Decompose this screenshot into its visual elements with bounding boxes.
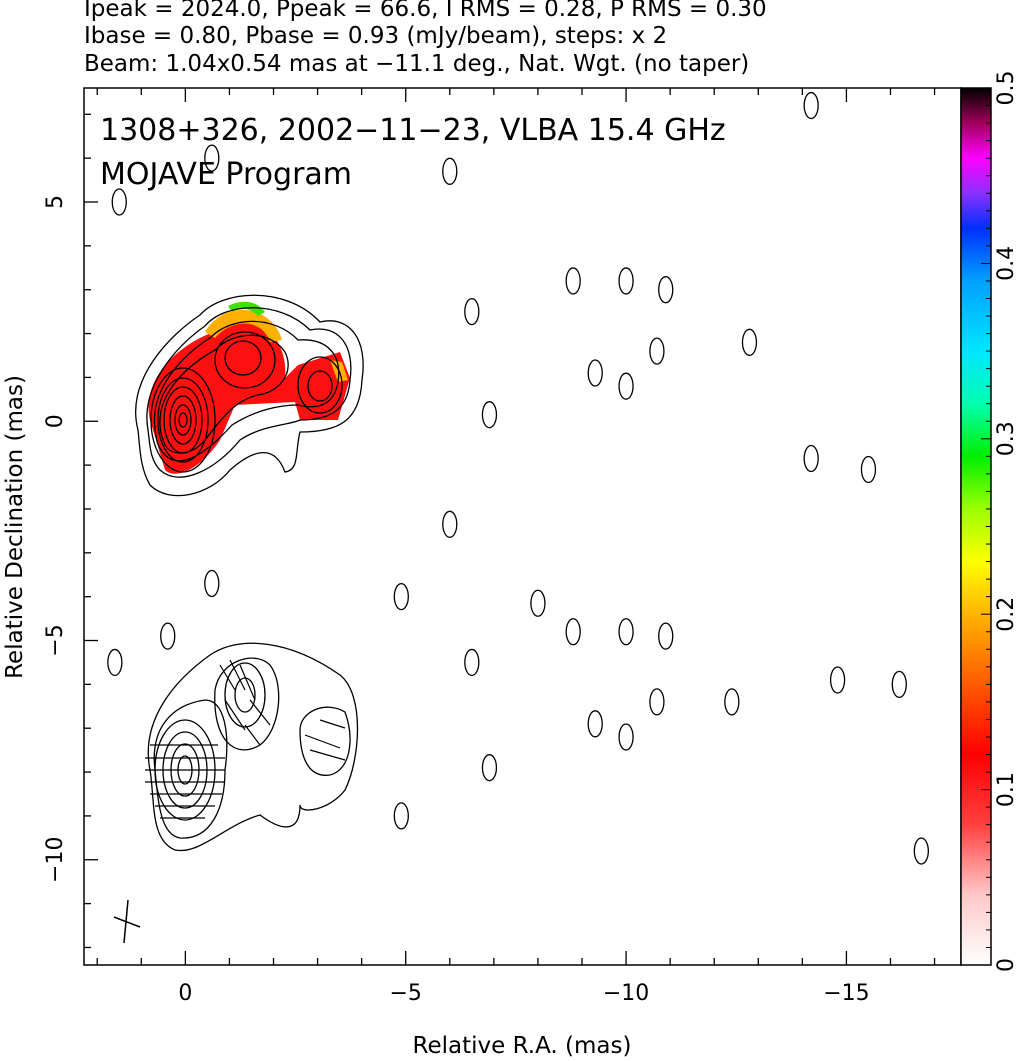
y-tick-label: 0 bbox=[43, 414, 68, 428]
evpa-stick bbox=[319, 719, 346, 729]
contour-core-1 bbox=[150, 367, 216, 473]
evpa-stick bbox=[224, 699, 246, 731]
noise-contour bbox=[530, 589, 546, 617]
noise-contour bbox=[464, 648, 480, 677]
noise-contour bbox=[649, 337, 665, 365]
noise-contour bbox=[618, 372, 634, 400]
y-tick-label: −10 bbox=[43, 837, 68, 883]
evpa-stick bbox=[219, 664, 236, 691]
chart-subtitle: MOJAVE Program bbox=[100, 157, 352, 192]
colorbar-tick-label: 0.3 bbox=[994, 421, 1019, 456]
polarization-colour-region bbox=[148, 317, 350, 474]
noise-contour bbox=[204, 569, 220, 598]
noise-contour bbox=[860, 455, 877, 484]
y-axis-label: Relative Declination (mas) bbox=[2, 375, 28, 679]
pol-contour-right bbox=[299, 706, 351, 776]
polarization-colour-peak bbox=[228, 301, 265, 316]
contour-core-3 bbox=[163, 386, 203, 454]
colorbar-axis: 0 0.1 0.2 0.3 0.4 0.5 bbox=[981, 71, 1019, 972]
x-axis: 0 −5 −10 −15 bbox=[96, 88, 936, 1006]
noise-contour bbox=[393, 583, 409, 611]
noise-contour bbox=[565, 267, 581, 295]
noise-contour bbox=[829, 666, 846, 694]
plot-frame bbox=[83, 87, 962, 966]
x-axis-label: Relative R.A. (mas) bbox=[413, 1033, 632, 1059]
noise-contour bbox=[803, 444, 819, 473]
contour-outer bbox=[135, 294, 364, 497]
noise-contour bbox=[913, 837, 929, 865]
contour-core-6 bbox=[178, 412, 188, 428]
noise-contour bbox=[649, 688, 665, 716]
evpa-stick bbox=[309, 749, 346, 761]
noise-contour bbox=[741, 328, 758, 356]
noise-contour bbox=[442, 510, 458, 538]
noise-contour bbox=[618, 723, 634, 751]
noise-contour bbox=[204, 144, 220, 172]
beam-minor-axis bbox=[113, 916, 141, 928]
header-line-2: Ibase = 0.80, Pbase = 0.93 (mJy/beam), s… bbox=[84, 23, 668, 49]
pol-contour-mid-2 bbox=[224, 662, 266, 728]
beam-marker bbox=[113, 899, 141, 944]
evpa-stick bbox=[304, 734, 341, 749]
contour-core-4 bbox=[169, 395, 197, 445]
polarization-colour-edge bbox=[205, 309, 282, 342]
x-tick-label: −5 bbox=[389, 981, 421, 1006]
pol-contour-mid bbox=[214, 657, 280, 751]
noise-contour bbox=[587, 710, 603, 738]
noise-contour bbox=[481, 401, 498, 429]
evpa-sticks bbox=[145, 659, 346, 819]
contour-jet-2 bbox=[224, 340, 262, 376]
noise-contours bbox=[107, 91, 929, 865]
noise-contour bbox=[393, 802, 409, 830]
header-line-1: Ipeak = 2024.0, Ppeak = 66.6, I RMS = 0.… bbox=[84, 0, 767, 22]
pol-contour-outer bbox=[147, 642, 359, 852]
colorbar-tick-label: 0.5 bbox=[994, 71, 1019, 106]
contour-core-5 bbox=[174, 404, 192, 436]
noise-contour bbox=[658, 276, 674, 304]
x-tick-label: −10 bbox=[603, 981, 649, 1006]
pol-contour-mid-3 bbox=[234, 677, 256, 713]
evpa-stick bbox=[229, 659, 246, 691]
y-tick-label: 5 bbox=[43, 195, 68, 209]
noise-contour bbox=[111, 188, 127, 216]
x-tick-label: −15 bbox=[823, 981, 869, 1006]
noise-contour bbox=[442, 157, 458, 185]
contour-core-2 bbox=[157, 377, 209, 463]
y-tick-label: −5 bbox=[43, 624, 68, 656]
noise-contour bbox=[160, 622, 176, 650]
noise-contour bbox=[481, 754, 498, 782]
noise-contour bbox=[587, 359, 603, 387]
upper-panel bbox=[135, 294, 364, 497]
evpa-stick bbox=[249, 699, 271, 726]
evpa-stick bbox=[239, 664, 256, 701]
colorbar-tick-label: 0.4 bbox=[994, 246, 1019, 281]
noise-contour bbox=[565, 618, 581, 646]
colorbar-tick-label: 0.2 bbox=[994, 597, 1019, 632]
x-tick-label: 0 bbox=[178, 981, 192, 1006]
noise-contour bbox=[803, 91, 819, 120]
header-line-3: Beam: 1.04x0.54 mas at −11.1 deg., Nat. … bbox=[84, 51, 750, 77]
noise-contour bbox=[107, 648, 123, 677]
y-axis: 5 0 −5 −10 bbox=[43, 113, 98, 949]
lower-panel bbox=[145, 642, 359, 852]
chart-title: 1308+326, 2002−11−23, VLBA 15.4 GHz bbox=[100, 113, 726, 148]
noise-contour bbox=[724, 688, 740, 716]
evpa-stick bbox=[244, 724, 261, 746]
contour-knot-outer bbox=[297, 356, 343, 414]
colorbar-tick-label: 0.1 bbox=[994, 772, 1019, 807]
contour-4 bbox=[159, 334, 289, 454]
noise-contour bbox=[618, 618, 634, 646]
noise-contour bbox=[891, 670, 907, 699]
colorbar-tick-label: 0 bbox=[994, 958, 1019, 972]
noise-contour bbox=[618, 267, 634, 295]
contour-2 bbox=[146, 307, 352, 478]
contour-knot-inner bbox=[307, 370, 333, 402]
noise-contour bbox=[464, 297, 480, 326]
noise-contour bbox=[658, 622, 674, 650]
contour-jet-1 bbox=[214, 331, 276, 389]
